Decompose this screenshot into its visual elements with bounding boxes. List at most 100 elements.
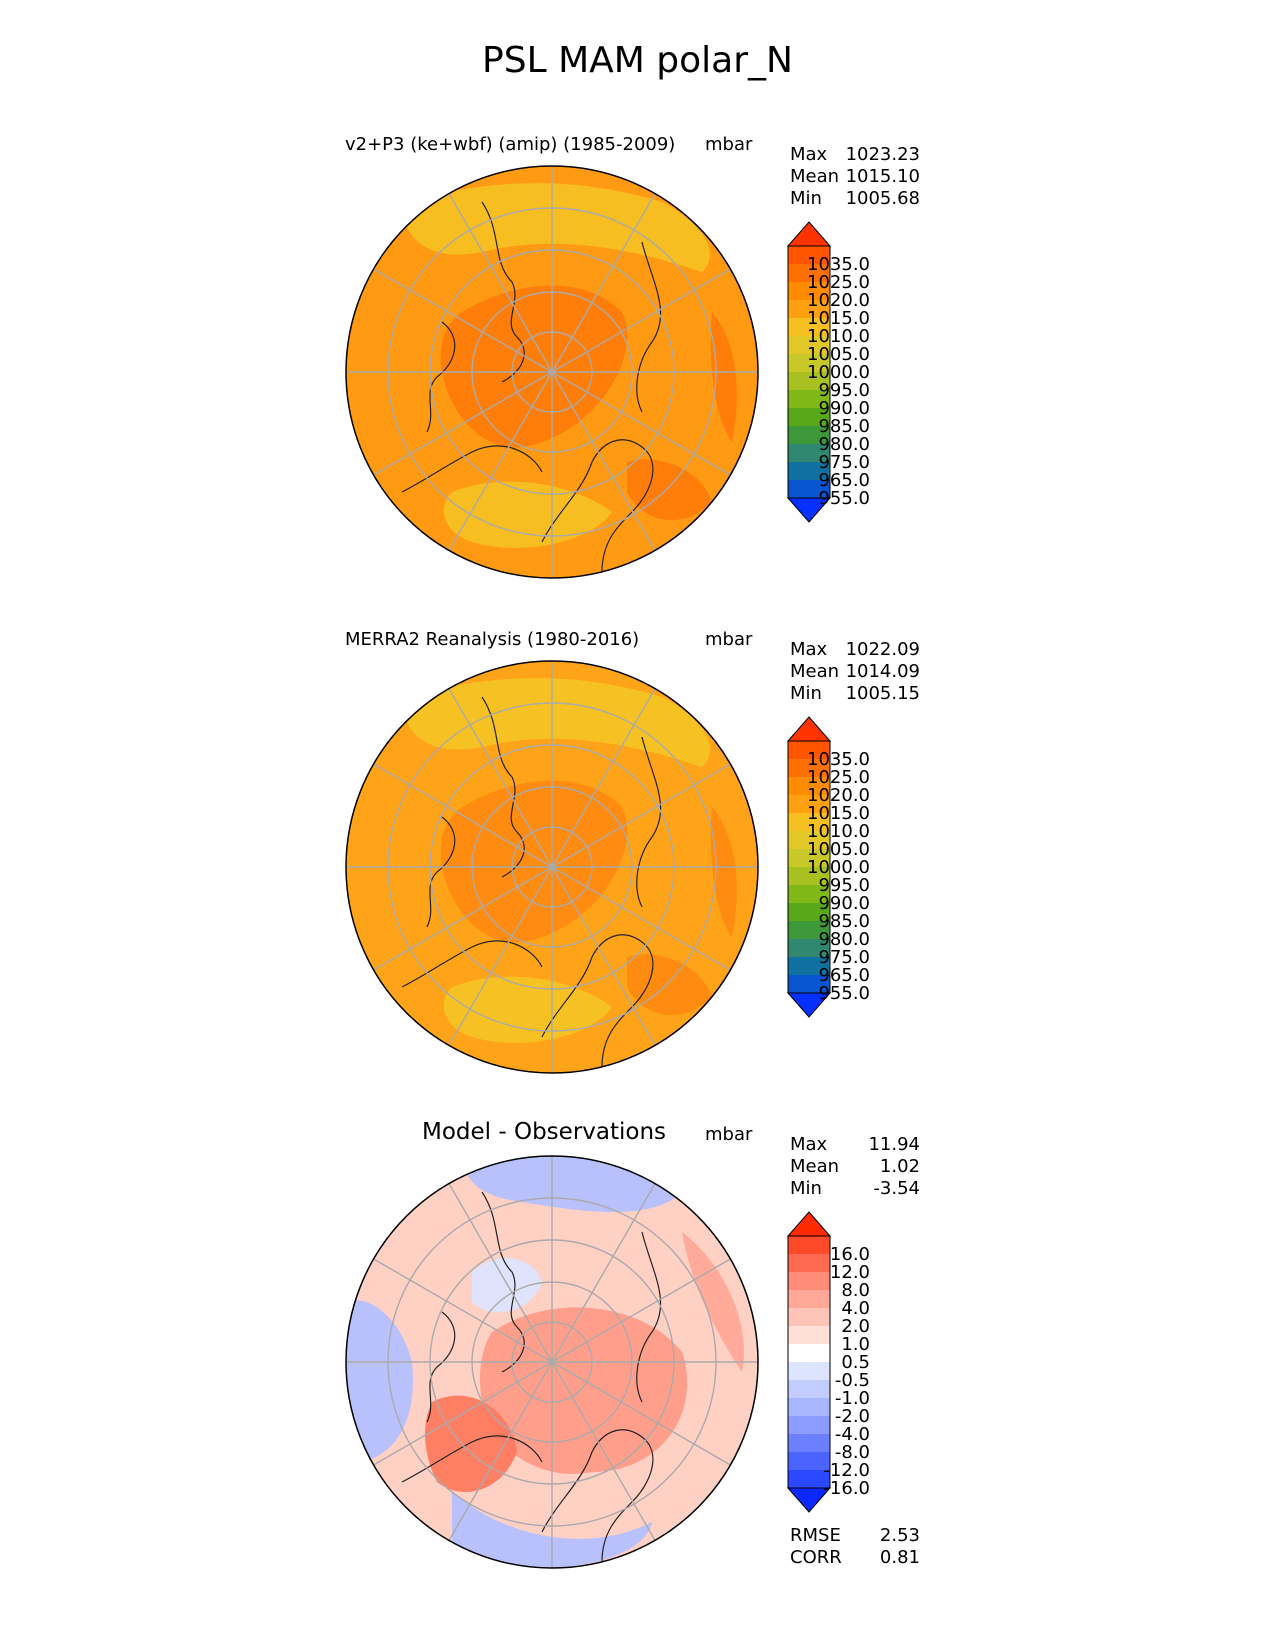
meridian-line: [551, 1361, 731, 1466]
colorbar-segment: [788, 813, 830, 832]
colorbar-tick-label: 995.0: [818, 380, 870, 401]
colorbar: 1035.01025.01020.01015.01010.01005.01000…: [786, 221, 870, 523]
colorbar-segment: [788, 957, 830, 976]
colorbar-segment: [788, 1452, 830, 1471]
stats-box: Max 1022.09 Mean 1014.09 Min 1005.15: [790, 639, 920, 705]
colorbar-tick-label: 1000.0: [807, 857, 870, 878]
coastline: [426, 321, 456, 433]
stat-min-label: Min: [790, 188, 822, 209]
colorbar-segment: [788, 1344, 830, 1363]
colorbar-outline: [787, 740, 831, 994]
coastline: [481, 696, 525, 878]
colorbar-segment: [788, 1470, 830, 1489]
coastline: [401, 940, 543, 988]
meridian-line: [448, 1183, 553, 1363]
field-pos-strong: [425, 1395, 517, 1492]
colorbar-tick-label: -0.5: [835, 1370, 870, 1391]
coastline: [481, 201, 525, 383]
meridian-line: [551, 268, 731, 373]
coastline: [541, 439, 654, 573]
stat-mean-value: 1014.09: [845, 661, 920, 682]
meridian-line: [551, 763, 731, 868]
polar-map: [345, 1155, 759, 1569]
colorbar-segment: [788, 372, 830, 391]
colorbar-tick-label: 1020.0: [807, 785, 870, 806]
colorbar-segment: [788, 444, 830, 463]
colorbar-tick-label: -2.0: [835, 1406, 870, 1427]
corr-value: 0.81: [879, 1547, 920, 1568]
meridian-line: [551, 866, 731, 971]
stat-mean-value: 1015.10: [845, 166, 920, 187]
colorbar-segment: [788, 795, 830, 814]
units-label: mbar: [705, 629, 753, 650]
colorbar-tick-label: 8.0: [841, 1280, 870, 1301]
colorbar-tick-label: 4.0: [841, 1298, 870, 1319]
meridian-line: [373, 1361, 553, 1466]
meridian-line: [448, 193, 553, 373]
stat-min-value: -3.54: [873, 1178, 920, 1199]
colorbar-segment: [788, 1398, 830, 1417]
stats-box: Max 11.94 Mean 1.02 Min -3.54: [790, 1134, 920, 1200]
colorbar-tick-label: 985.0: [818, 911, 870, 932]
stat-mean-label: Mean: [790, 166, 840, 187]
units-label: mbar: [705, 1124, 753, 1145]
panel-difference: Model - Observations mbar Max 11.94 Mean 1…: [0, 1110, 1275, 1590]
meridian-line: [551, 1258, 731, 1363]
colorbar-tick-label: 975.0: [818, 452, 870, 473]
colorbar-segment: [788, 462, 830, 481]
meridian-line: [373, 371, 553, 476]
meridian-line: [551, 371, 656, 551]
map-boundary: [345, 165, 759, 579]
colorbar-segment: [788, 300, 830, 319]
colorbar-segment: [788, 426, 830, 445]
colorbar-tick-label: 965.0: [818, 965, 870, 986]
colorbar-segment: [788, 831, 830, 850]
stat-mean-label: Mean: [790, 1156, 840, 1177]
meridian-line: [551, 193, 656, 373]
field-neg-south: [452, 1492, 652, 1568]
colorbar: 16.012.08.04.02.01.00.5-0.5-1.0-2.0-4.0-…: [786, 1211, 870, 1513]
colorbar-tick-label: 1.0: [841, 1334, 870, 1355]
stats-box: Max 1023.23 Mean 1015.10 Min 1005.68: [790, 144, 920, 210]
meridian-line: [551, 1183, 656, 1363]
colorbar-tick-label: -12.0: [823, 1460, 870, 1481]
coastline: [426, 816, 456, 928]
colorbar-segment: [788, 1254, 830, 1273]
field-neg-west: [346, 1300, 413, 1462]
colorbar-tick-label: 955.0: [818, 488, 870, 509]
field-high-east: [710, 312, 737, 442]
stat-mean-value: 1.02: [879, 1156, 920, 1177]
field-low-north: [402, 678, 710, 767]
colorbar-tick-label: 1000.0: [807, 362, 870, 383]
colorbar-tick-label: 1020.0: [807, 290, 870, 311]
colorbar-segment: [788, 759, 830, 778]
coastline: [401, 1435, 543, 1483]
meridian-line: [551, 1361, 656, 1541]
panel-observations: MERRA2 Reanalysis (1980-2016) mbar Max 10…: [0, 615, 1275, 1095]
colorbar-tick-label: 1015.0: [807, 803, 870, 824]
colorbar-segment: [788, 867, 830, 886]
colorbar-segment: [788, 903, 830, 922]
colorbar-segment: [788, 354, 830, 373]
coastline: [481, 1191, 525, 1373]
stat-min-label: Min: [790, 683, 822, 704]
coastline: [636, 1231, 662, 1403]
colorbar-tick-label: 0.5: [841, 1352, 870, 1373]
colorbar-tick-label: 1025.0: [807, 767, 870, 788]
stat-min-label: Min: [790, 1178, 822, 1199]
colorbar-segment: [788, 1362, 830, 1381]
colorbar-tick-label: 1025.0: [807, 272, 870, 293]
coastline: [401, 445, 543, 493]
corr-label: CORR: [790, 1547, 842, 1568]
colorbar-tick-label: 1015.0: [807, 308, 870, 329]
colorbar-extend-top: [786, 1211, 832, 1237]
colorbar-tick-label: 990.0: [818, 893, 870, 914]
colorbar-tick-label: 1010.0: [807, 821, 870, 842]
field-low-south: [443, 481, 612, 548]
coastline: [426, 1311, 456, 1423]
meridian-line: [448, 371, 553, 551]
colorbar-tick-label: 12.0: [830, 1262, 870, 1283]
colorbar-segment: [788, 777, 830, 796]
field-low-south: [443, 976, 612, 1043]
meridian-line: [551, 866, 656, 1046]
